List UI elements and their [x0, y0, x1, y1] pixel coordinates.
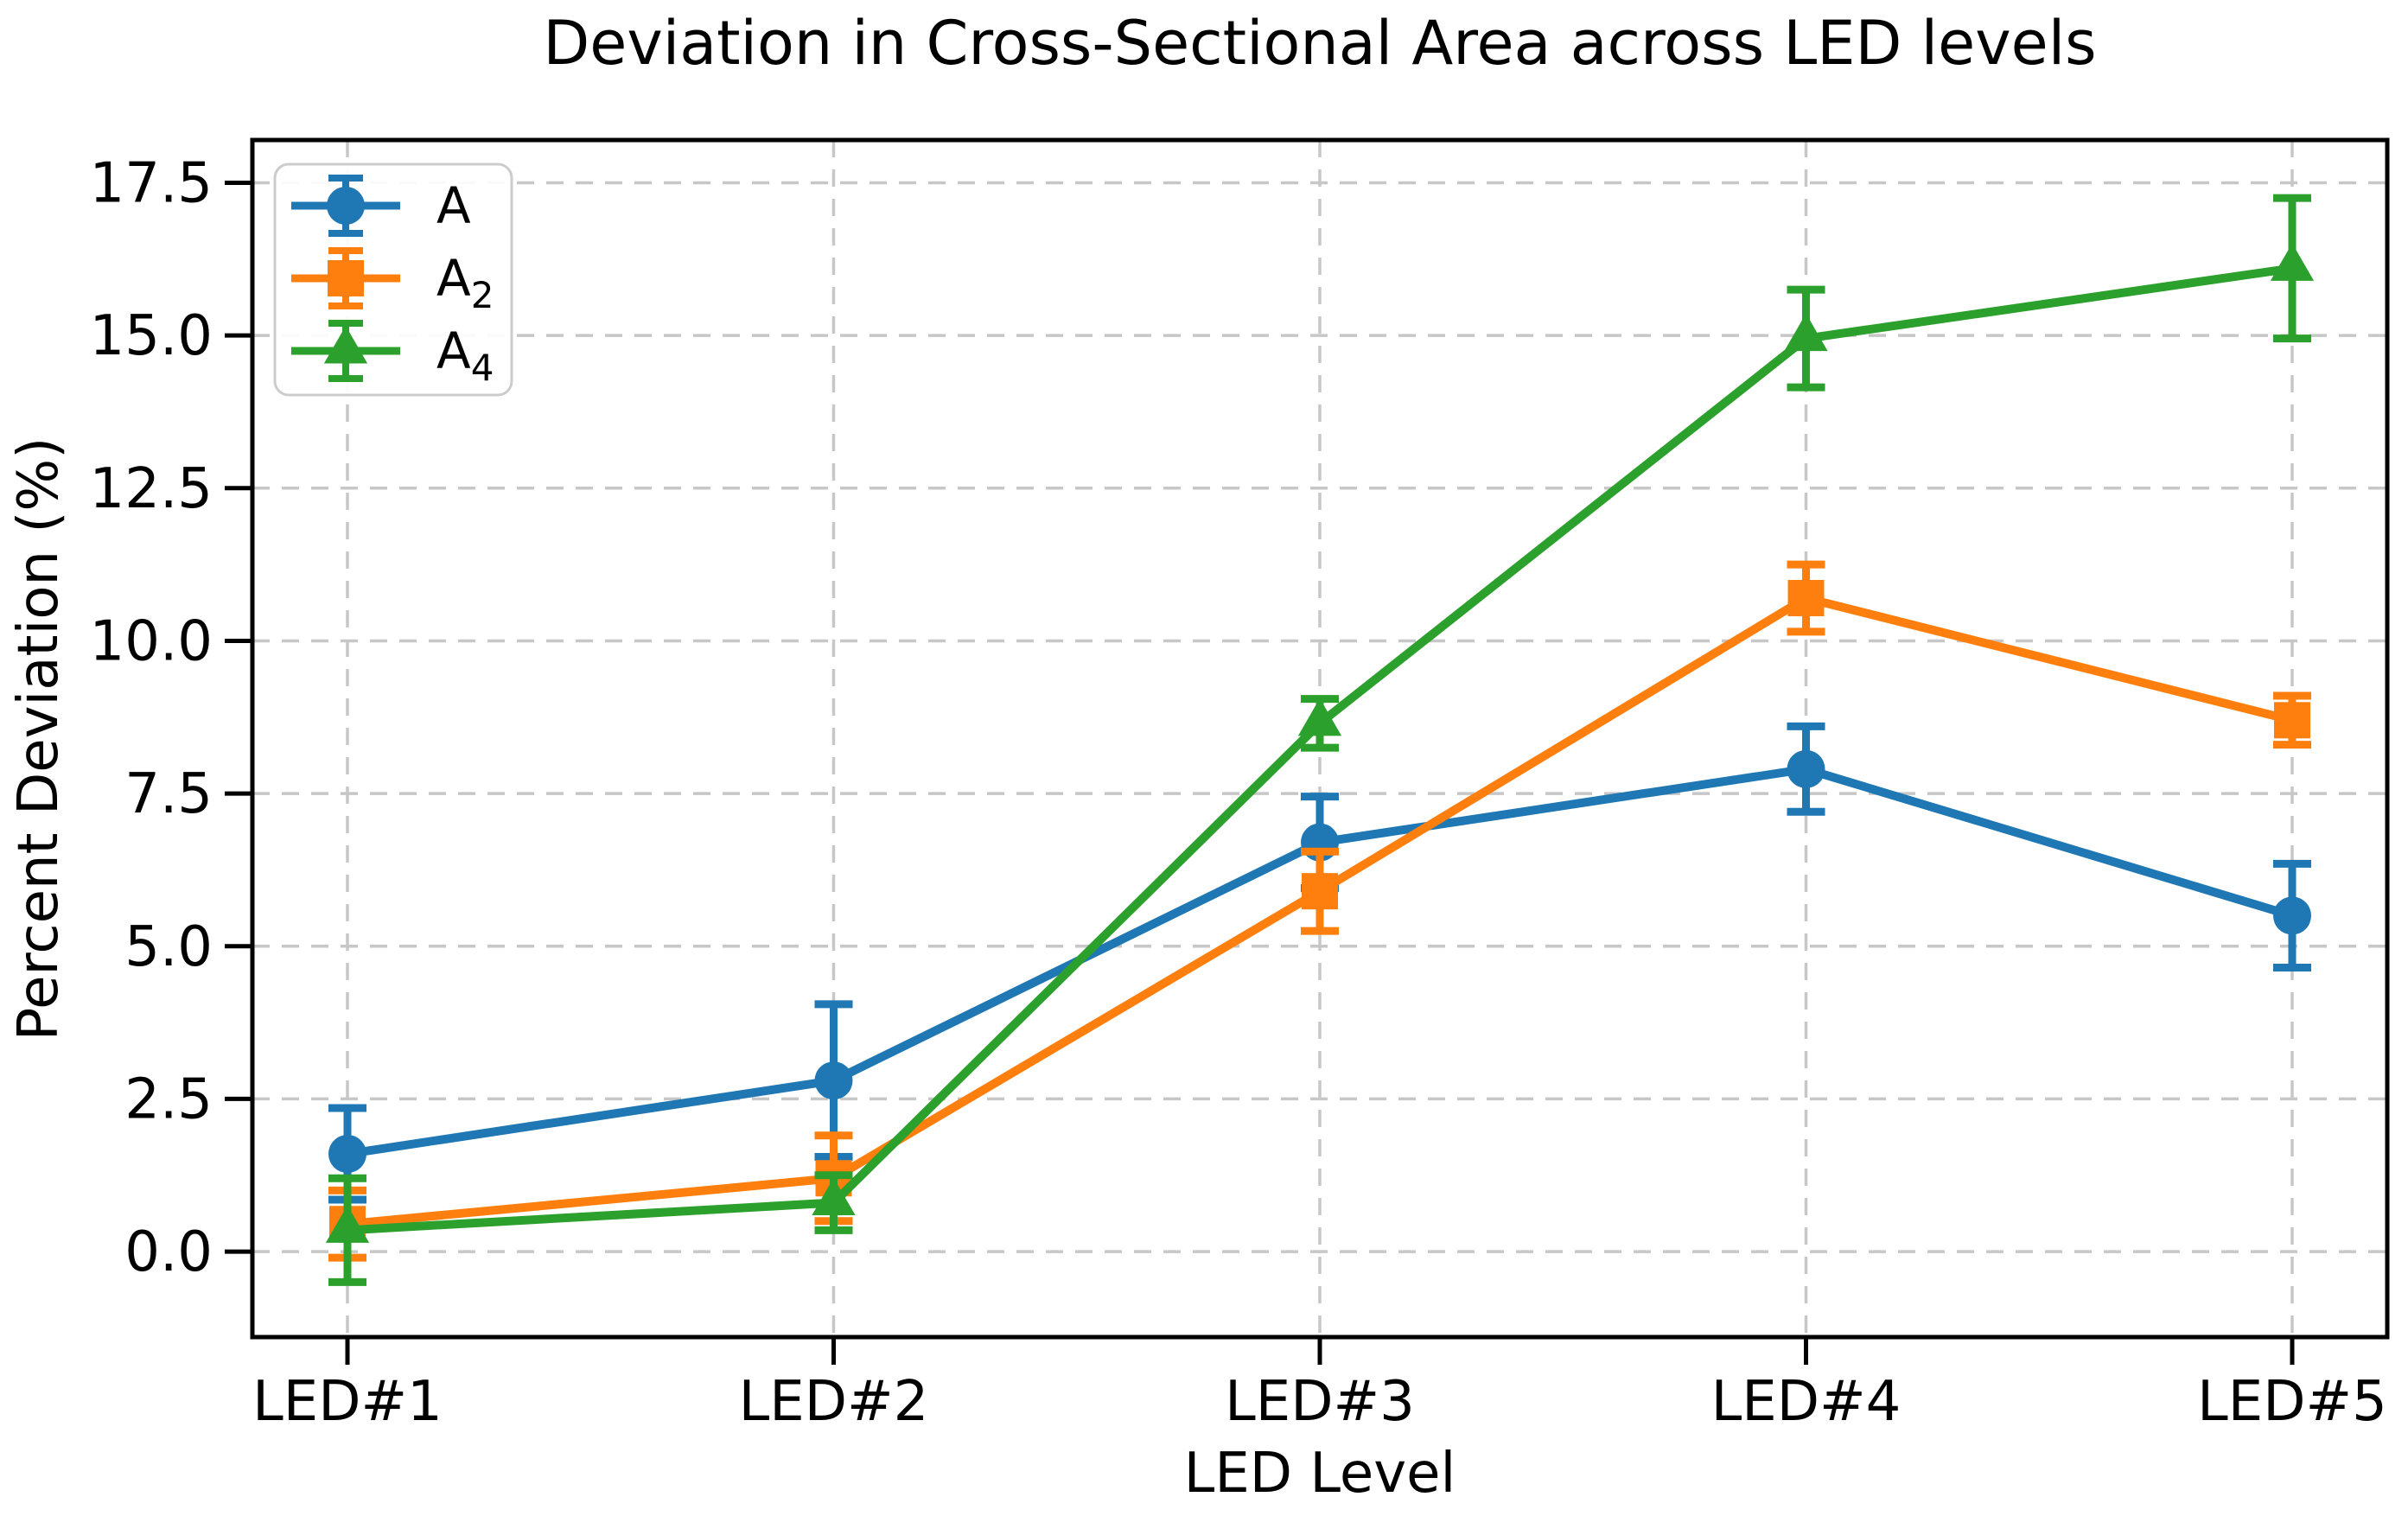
data-series [325, 194, 2315, 1286]
circle-marker [1787, 749, 1825, 788]
legend-entry-A: A [291, 175, 471, 237]
x-tick-label: LED#2 [739, 1370, 929, 1434]
legend-entry-A2: A2 [291, 247, 494, 316]
triangle-up-marker [325, 1205, 370, 1243]
triangle-up-marker [2270, 243, 2315, 281]
y-tick-label: 15.0 [90, 304, 213, 368]
y-tick-label: 0.0 [124, 1220, 213, 1284]
legend-label: A [436, 176, 471, 235]
square-marker [1787, 579, 1825, 616]
triangle-up-marker [1297, 697, 1342, 736]
circle-marker [2273, 896, 2311, 935]
square-marker [2274, 702, 2310, 739]
y-tick-label: 7.5 [124, 762, 213, 826]
triangle-up-marker [1784, 313, 1828, 352]
circle-marker [814, 1061, 853, 1100]
series-A4 [325, 194, 2315, 1286]
square-marker [1302, 873, 1338, 910]
y-tick-label: 12.5 [90, 457, 213, 521]
axes: 0.0 2.5 5.0 7.5 10.0 12.5 15.0 17.5 LED#1 LED#2 LE… [90, 137, 2390, 1434]
circle-marker [328, 1135, 366, 1174]
y-tick-label: 2.5 [124, 1067, 213, 1131]
y-axis-label: Percent Deviation (%) [7, 437, 71, 1041]
x-tick-label: LED#4 [1711, 1370, 1902, 1434]
triangle-up-marker [323, 326, 368, 364]
chart-title: Deviation in Cross-Sectional Area across… [543, 8, 2096, 79]
x-tick-label: LED#5 [2197, 1370, 2387, 1434]
x-axis-label: LED Level [1184, 1442, 1456, 1506]
x-tick-label: LED#3 [1225, 1370, 1415, 1434]
x-tick-label: LED#1 [252, 1370, 443, 1434]
y-tick-label: 17.5 [90, 151, 213, 215]
y-tick-label: 10.0 [90, 609, 213, 673]
square-marker [328, 260, 364, 296]
triangle-up-marker [812, 1177, 856, 1216]
legend-entry-A4: A4 [291, 320, 494, 389]
circle-marker [327, 187, 365, 225]
y-tick-label: 5.0 [124, 915, 213, 979]
